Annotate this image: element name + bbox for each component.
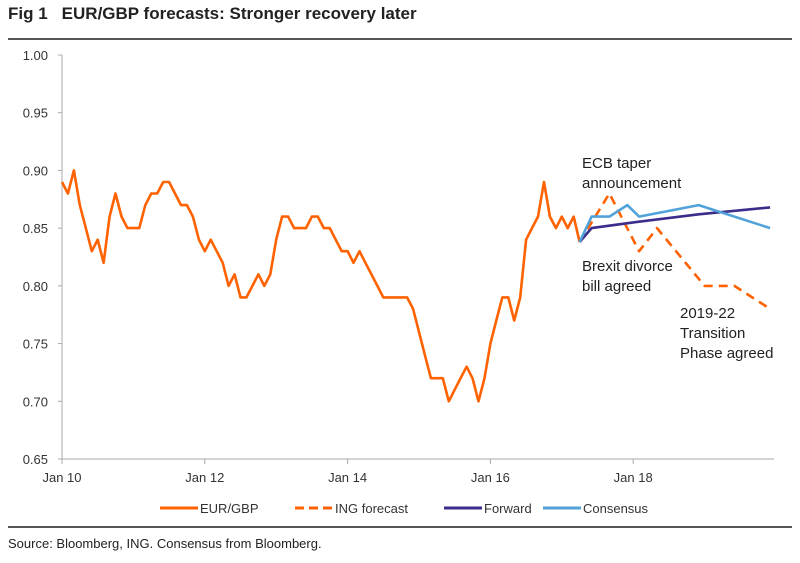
source-note: Source: Bloomberg, ING. Consensus from B… [8, 536, 322, 551]
x-tick-label: Jan 10 [42, 470, 81, 485]
x-tick-label: Jan 18 [614, 470, 653, 485]
top-rule [8, 38, 792, 40]
bottom-rule [8, 526, 792, 528]
figure-label: Fig 1 [8, 4, 48, 23]
y-tick-label: 1.00 [23, 48, 48, 63]
x-tick-label: Jan 12 [185, 470, 224, 485]
series-line-ing-forecast [578, 192, 771, 310]
x-tick-label: Jan 14 [328, 470, 367, 485]
series-line-eur-gbp [60, 169, 581, 403]
y-tick-label: 0.85 [23, 221, 48, 236]
legend-label: EUR/GBP [200, 501, 259, 516]
title-text: EUR/GBP forecasts: Stronger recovery lat… [61, 4, 417, 23]
annotation-text: ECB taper [582, 155, 651, 172]
annotation-text: 2019-22 [680, 305, 735, 322]
y-tick-label: 0.70 [23, 394, 48, 409]
chart-title: Fig 1 EUR/GBP forecasts: Stronger recover… [8, 4, 417, 24]
annotation-text: Phase agreed [680, 345, 773, 362]
series-line-forward [578, 206, 771, 243]
y-tick-label: 0.90 [23, 163, 48, 178]
annotation-text: announcement [582, 175, 682, 192]
legend-label: Forward [484, 501, 532, 516]
annotation-text: bill agreed [582, 278, 651, 295]
annotation-text: Transition [680, 325, 745, 342]
y-tick-label: 0.95 [23, 106, 48, 121]
y-tick-label: 0.80 [23, 279, 48, 294]
y-tick-label: 0.65 [23, 452, 48, 467]
x-tick-label: Jan 16 [471, 470, 510, 485]
y-tick-label: 0.75 [23, 337, 48, 352]
annotation-text: Brexit divorce [582, 258, 673, 275]
series-line-consensus [578, 203, 771, 243]
legend-label: ING forecast [335, 501, 408, 516]
legend-label: Consensus [583, 501, 649, 516]
